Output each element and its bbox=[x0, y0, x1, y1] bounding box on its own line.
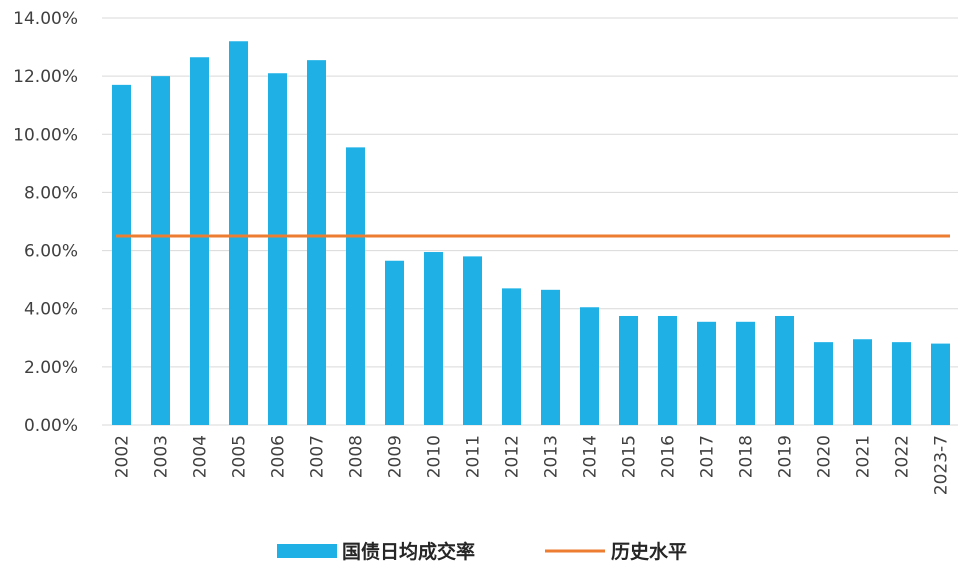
bar-2011 bbox=[463, 256, 482, 425]
y-tick-label: 8.00% bbox=[24, 183, 78, 203]
bar-2016 bbox=[658, 315, 677, 425]
x-tick-label: 2022 bbox=[893, 435, 913, 478]
x-tick-label: 2006 bbox=[269, 435, 289, 478]
x-tick-label: 2005 bbox=[230, 435, 250, 478]
x-tick-label: 2013 bbox=[542, 435, 562, 478]
x-tick-label: 2015 bbox=[620, 435, 640, 478]
legend-swatch-bar bbox=[277, 544, 337, 558]
bar-2015 bbox=[619, 315, 638, 425]
bar-2008 bbox=[346, 147, 365, 425]
bar-2013 bbox=[541, 289, 560, 425]
bar-2018 bbox=[736, 321, 755, 425]
y-tick-label: 0.00% bbox=[24, 416, 78, 436]
bar-2022 bbox=[892, 342, 911, 425]
y-tick-label: 6.00% bbox=[24, 242, 78, 262]
bar-2003 bbox=[151, 76, 170, 426]
x-tick-label: 2019 bbox=[776, 435, 796, 478]
x-axis: 2002 2003 2004 2005 2006 2007 2008 2009 2010 2011… bbox=[113, 435, 952, 495]
bar-2023-7 bbox=[931, 343, 950, 425]
y-tick-label: 14.00% bbox=[13, 9, 78, 29]
bar-2019 bbox=[775, 315, 794, 425]
x-tick-label: 2009 bbox=[386, 435, 406, 478]
x-tick-label: 2018 bbox=[737, 435, 757, 478]
y-tick-label: 12.00% bbox=[13, 67, 78, 87]
bar-2021 bbox=[853, 339, 872, 425]
x-tick-label: 2017 bbox=[698, 435, 718, 478]
x-tick-label: 2002 bbox=[113, 435, 133, 478]
bar-2010 bbox=[424, 252, 443, 425]
y-axis: 0.00% 2.00% 4.00% 6.00% 8.00% 10.00% 12.00% 14.… bbox=[13, 9, 78, 436]
bar-2004 bbox=[190, 57, 209, 425]
bar-2017 bbox=[697, 321, 716, 425]
bars bbox=[112, 41, 950, 426]
legend-label-line: 历史水平 bbox=[611, 541, 687, 563]
bar-2014 bbox=[580, 307, 599, 425]
x-tick-label: 2011 bbox=[464, 435, 484, 478]
bar-2009 bbox=[385, 260, 404, 425]
x-tick-label: 2021 bbox=[854, 435, 874, 478]
x-tick-label: 2020 bbox=[815, 435, 835, 478]
y-tick-label: 10.00% bbox=[13, 125, 78, 145]
legend: 国债日均成交率 历史水平 bbox=[277, 540, 687, 563]
y-tick-label: 2.00% bbox=[24, 358, 78, 378]
bar-2005 bbox=[229, 41, 248, 425]
x-tick-label: 2008 bbox=[347, 435, 367, 478]
x-tick-label: 2023-7 bbox=[932, 435, 952, 495]
x-tick-label: 2003 bbox=[152, 435, 172, 478]
legend-label-bar: 国债日均成交率 bbox=[342, 540, 475, 563]
bar-2012 bbox=[502, 288, 521, 425]
y-tick-label: 4.00% bbox=[24, 300, 78, 320]
x-tick-label: 2016 bbox=[659, 435, 679, 478]
bar-2002 bbox=[112, 84, 131, 425]
x-tick-label: 2004 bbox=[191, 435, 211, 478]
x-tick-label: 2012 bbox=[503, 435, 523, 478]
x-tick-label: 2010 bbox=[425, 435, 445, 478]
x-tick-label: 2014 bbox=[581, 435, 601, 478]
bar-2020 bbox=[814, 342, 833, 425]
x-tick-label: 2007 bbox=[308, 435, 328, 478]
bar-2007 bbox=[307, 60, 326, 426]
bar-2006 bbox=[268, 73, 287, 425]
